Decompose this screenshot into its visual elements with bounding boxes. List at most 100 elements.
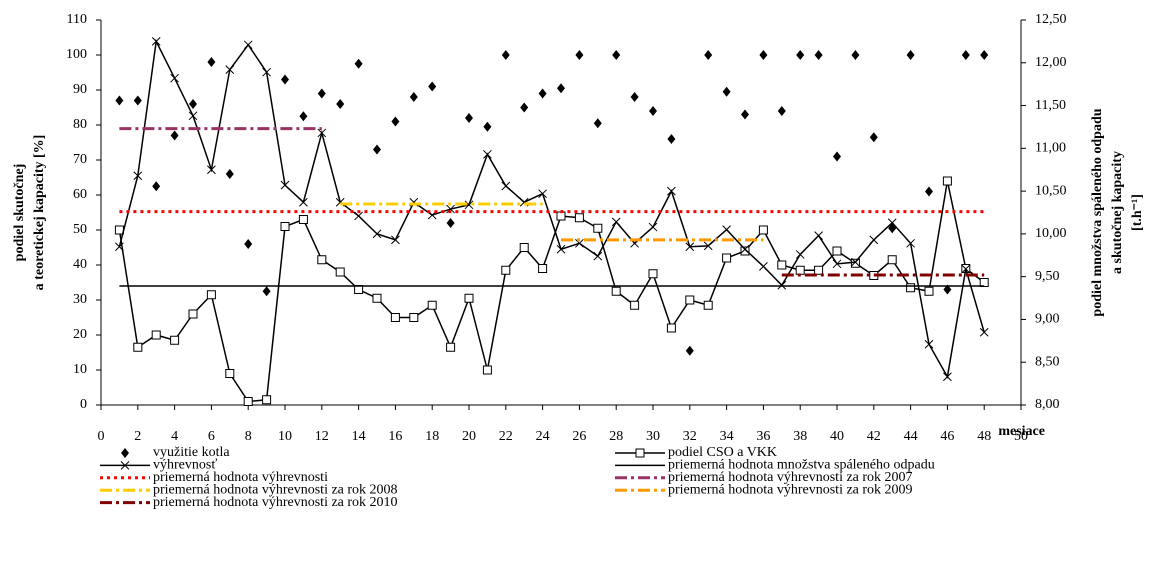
square-marker: [593, 223, 603, 233]
x-marker: [115, 242, 124, 252]
x-marker: [851, 257, 860, 267]
x-tick-label: 22: [499, 429, 513, 444]
x-marker: [317, 128, 327, 138]
y2-axis-label: a skutočnej kapacity: [1110, 151, 1125, 274]
square-marker: [335, 267, 345, 277]
diamond-marker: [796, 50, 805, 60]
square-marker: [519, 243, 529, 252]
y2-tick-label: 9,00: [1035, 312, 1060, 327]
square-marker: [133, 342, 143, 352]
y-tick-label: 0: [80, 397, 87, 412]
square-marker: [814, 265, 824, 275]
x-tick-label: 46: [940, 429, 954, 444]
legend-label: priemerná hodnota výhrevnosti za rok 200…: [668, 470, 913, 485]
x-marker: [133, 171, 143, 181]
y2-axis-label: podiel množstva spáleného odpadu: [1090, 108, 1105, 316]
x-marker: [243, 40, 253, 50]
x-tick-label: 42: [867, 429, 881, 444]
square-marker: [648, 269, 658, 279]
diamond-marker: [262, 286, 271, 297]
x-marker: [906, 238, 915, 248]
x-tick-label: 44: [904, 429, 918, 444]
x-tick-label: 26: [572, 429, 586, 444]
diamond-marker: [189, 99, 197, 109]
square-marker: [225, 369, 235, 378]
diamond-marker: [593, 118, 602, 129]
diamond-marker: [538, 88, 547, 99]
y-tick-label: 110: [67, 12, 87, 27]
x-marker: [207, 165, 216, 175]
x-marker: [667, 186, 676, 196]
x-marker: [943, 372, 952, 382]
x-tick-label: 16: [388, 429, 402, 444]
diamond-marker: [925, 186, 933, 197]
legend-label: priemerná hodnota množstva spáleného odp…: [668, 458, 935, 473]
x-tick-label: 48: [977, 429, 991, 444]
legend-label: podiel CSO a VKK: [668, 445, 777, 460]
diamond-marker: [391, 116, 400, 127]
diamond-marker: [520, 102, 529, 113]
x-tick-label: 50: [1014, 429, 1028, 444]
square-marker: [280, 222, 290, 231]
diamond-marker: [336, 99, 345, 109]
x-tick-label: 24: [536, 429, 550, 444]
y2-tick-label: 8,00: [1035, 397, 1060, 412]
y-tick-label: 100: [66, 47, 87, 62]
legend-label: priemerná hodnota výhrevnosti za rok 201…: [153, 495, 398, 510]
y-tick-label: 70: [73, 152, 87, 167]
square-marker: [556, 211, 566, 221]
square-marker: [832, 246, 842, 256]
x-tick-label: 10: [278, 429, 292, 444]
x-marker: [648, 222, 658, 232]
x-marker: [979, 327, 989, 337]
y2-tick-label: 11,50: [1035, 98, 1066, 113]
x-marker: [814, 231, 823, 240]
diamond-marker: [170, 130, 179, 141]
series-line: [118, 180, 985, 403]
diamond-marker: [759, 50, 768, 60]
square-marker: [722, 253, 732, 263]
square-marker: [243, 397, 253, 406]
square-marker: [635, 448, 645, 458]
diamond-marker: [317, 88, 326, 99]
square-marker: [850, 258, 860, 268]
y-tick-label: 10: [73, 362, 87, 377]
square-marker: [409, 313, 419, 322]
x-marker: [464, 200, 474, 210]
y2-tick-label: 12,50: [1035, 12, 1067, 27]
x-marker: [759, 262, 768, 271]
x-marker: [832, 259, 842, 269]
diamond-marker: [961, 50, 970, 60]
x-marker: [777, 280, 787, 290]
legend-label: priemerná hodnota výhrevnosti za rok 200…: [668, 482, 913, 497]
diamond-marker: [446, 218, 455, 228]
x-tick-label: 6: [208, 429, 215, 444]
x-axis-label: mesiace: [998, 424, 1045, 439]
diamond-marker: [152, 181, 161, 192]
x-tick-label: 20: [462, 429, 476, 444]
y2-tick-label: 11,00: [1035, 141, 1066, 156]
x-marker: [225, 65, 235, 74]
y2-tick-label: 9,50: [1035, 269, 1060, 284]
diamond-marker: [722, 86, 731, 97]
diamond-marker: [851, 50, 860, 60]
x-marker: [262, 67, 271, 77]
x-tick-label: 12: [315, 429, 329, 444]
y2-tick-label: 10,00: [1035, 226, 1067, 241]
legend-label: výhrevnosť: [153, 458, 217, 473]
diamond-marker: [281, 74, 289, 85]
diamond-marker: [575, 50, 584, 60]
square-marker: [906, 283, 916, 293]
square-marker: [317, 255, 327, 265]
square-marker: [611, 286, 621, 296]
square-marker: [666, 323, 676, 333]
x-tick-label: 36: [756, 429, 770, 444]
series-line: [118, 38, 985, 379]
square-marker: [298, 215, 308, 224]
diamond-marker: [612, 50, 621, 60]
x-tick-label: 8: [245, 429, 252, 444]
x-marker: [593, 251, 603, 261]
diamond-marker: [741, 109, 749, 120]
square-marker: [924, 286, 934, 296]
